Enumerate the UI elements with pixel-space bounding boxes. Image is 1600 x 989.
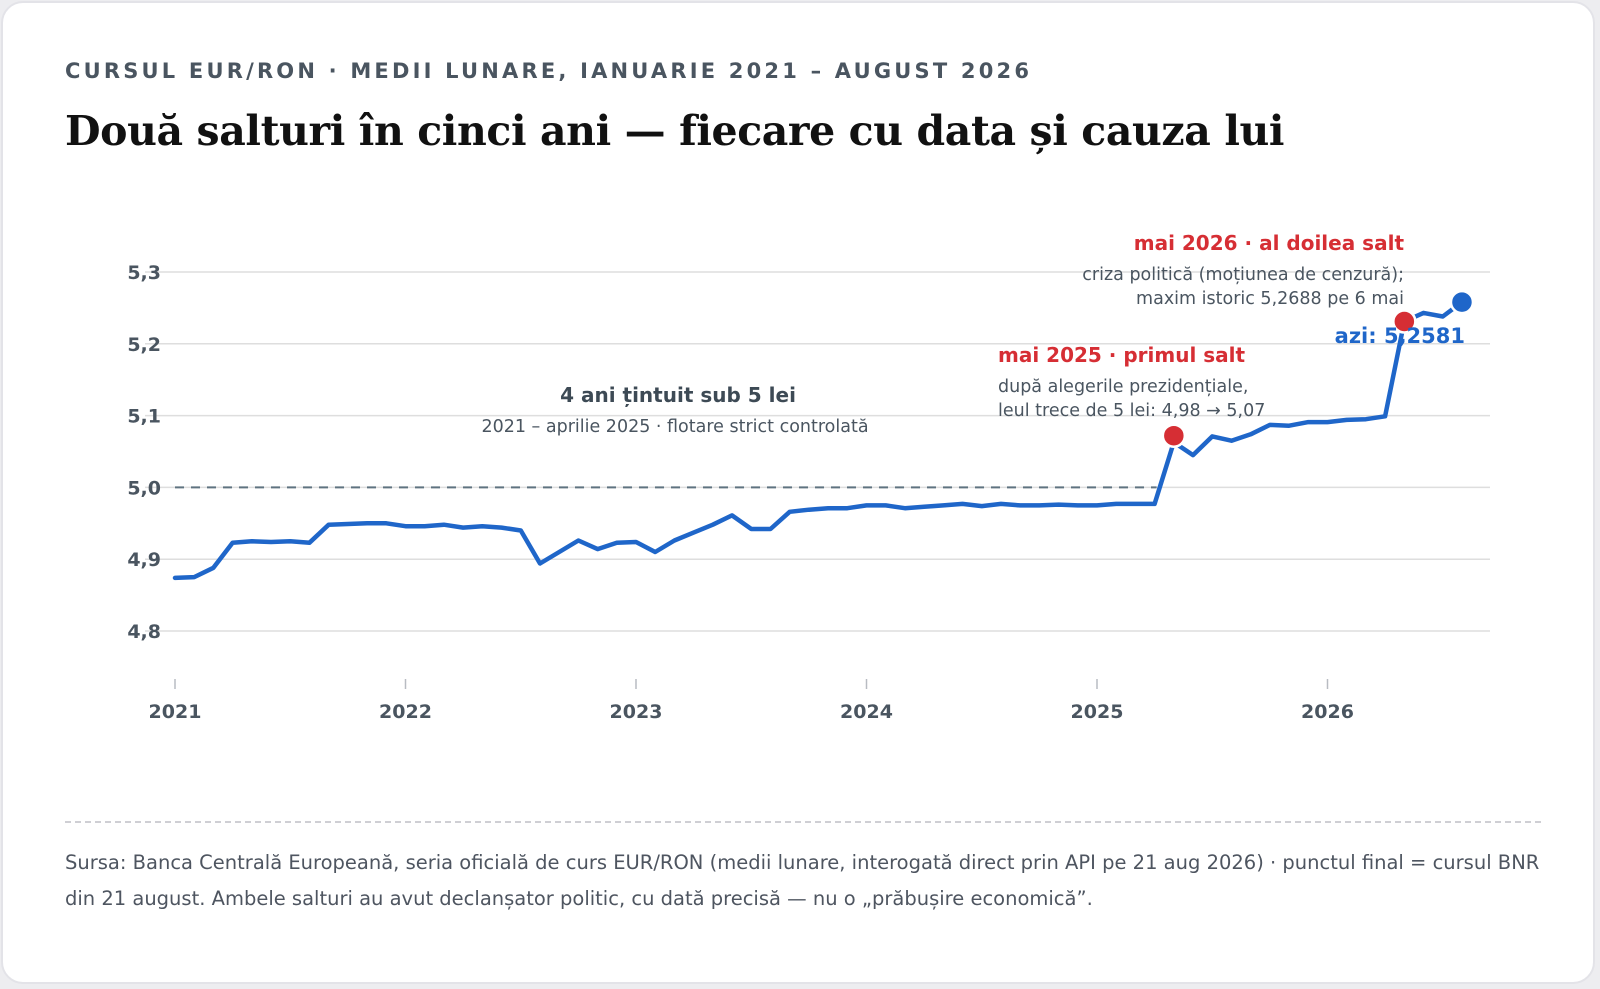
grid-lines — [145, 271, 1490, 632]
band-annotation-subtitle: 2021 – aprilie 2025 · flotare strict con… — [481, 417, 868, 437]
event-markers — [1161, 289, 1475, 448]
y-tick-label: 5,2 — [127, 334, 161, 356]
chart-title: Două salturi în cinci ani — fiecare cu d… — [65, 107, 1285, 155]
x-tick-label: 2023 — [610, 701, 663, 723]
jump1-annotation-line1: după alegerile prezidențiale, — [998, 377, 1248, 397]
x-tick-label: 2024 — [840, 701, 893, 723]
current-value-label: azi: 5,2581 — [1335, 324, 1465, 348]
jump1-annotation-title: mai 2025 · primul salt — [998, 343, 1246, 367]
x-tick-label: 2021 — [149, 701, 202, 723]
jump2-marker — [1392, 309, 1417, 334]
y-axis: 5,3 5,2 5,1 5,0 4,9 4,8 — [127, 262, 161, 643]
series-line-eur-ron — [172, 299, 1465, 581]
x-tick-label: 2025 — [1071, 701, 1124, 723]
chart-kicker: CURSUL EUR/RON · MEDII LUNARE, IANUARIE … — [65, 59, 1033, 83]
jump2-annotation: mai 2026 · al doilea salt criza politică… — [1082, 231, 1404, 309]
source-note: Sursa: Banca Centrală Europeană, seria o… — [65, 851, 1540, 910]
jump2-annotation-line2: maxim istoric 5,2688 pe 6 mai — [1136, 289, 1404, 309]
band-annotation-title: 4 ani țintuit sub 5 lei — [560, 383, 796, 407]
jump1-annotation-line2: leul trece de 5 lei: 4,98 → 5,07 — [998, 401, 1265, 421]
y-tick-label: 5,1 — [127, 406, 161, 428]
x-tick-label: 2026 — [1301, 701, 1354, 723]
y-tick-label: 4,9 — [127, 549, 161, 571]
y-tick-label: 5,0 — [127, 477, 161, 499]
jump2-annotation-title: mai 2026 · al doilea salt — [1134, 231, 1405, 255]
jump2-annotation-line1: criza politică (moțiunea de cenzură); — [1082, 265, 1404, 285]
y-tick-label: 5,3 — [127, 262, 161, 284]
band-annotation: 4 ani țintuit sub 5 lei 2021 – aprilie 2… — [481, 383, 868, 437]
jump1-marker — [1161, 423, 1187, 448]
x-tick-label: 2022 — [379, 701, 432, 723]
footer-divider — [65, 821, 1541, 823]
jump1-annotation: mai 2025 · primul salt după alegerile pr… — [998, 343, 1265, 421]
current-value-marker — [1449, 289, 1475, 315]
x-axis: 2021 2022 2023 2024 2025 2026 — [149, 679, 1354, 723]
y-tick-label: 4,8 — [127, 621, 161, 643]
